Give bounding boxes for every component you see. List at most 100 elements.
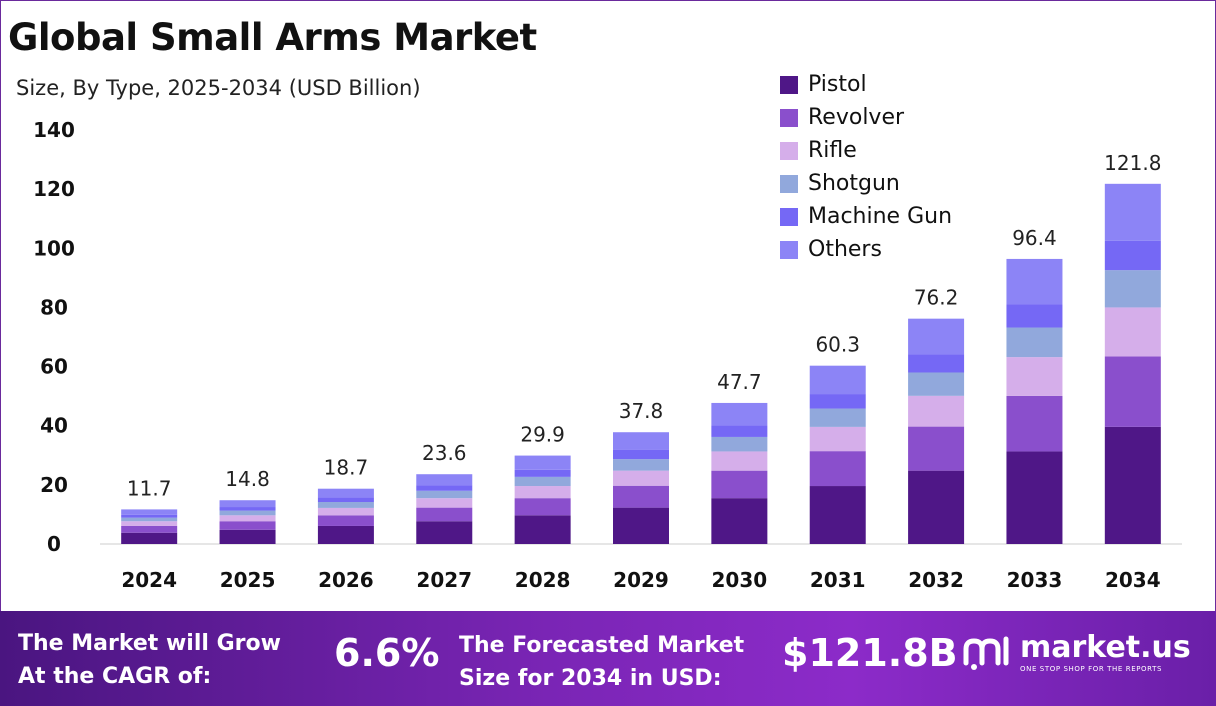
bar-total-label: 37.8 — [619, 399, 664, 423]
bar-segment — [1006, 395, 1063, 452]
bar-segment — [1104, 183, 1161, 241]
y-tick-label: 80 — [40, 295, 68, 319]
legend-item-revolver: Revolver — [780, 101, 952, 134]
bar-segment — [317, 497, 374, 503]
forecast-caption: The Forecasted Market Size for 2034 in U… — [459, 629, 744, 695]
x-tick-label: 2032 — [908, 568, 964, 592]
bar-segment — [613, 459, 669, 471]
legend-label-rifle: Rifle — [808, 138, 857, 163]
legend-swatch-shotgun — [780, 174, 798, 193]
bar-segment — [1104, 307, 1161, 357]
y-tick-label: 100 — [33, 236, 75, 260]
bar-total-label: 96.4 — [1012, 226, 1057, 250]
bar-segment — [1104, 240, 1161, 271]
bar-segment — [416, 521, 473, 544]
bar-segment — [514, 486, 571, 499]
y-tick-label: 20 — [40, 473, 68, 497]
bar-segment — [317, 502, 374, 508]
x-tick-label: 2025 — [220, 568, 276, 592]
bar-segment — [121, 532, 178, 544]
bar-segment — [711, 425, 768, 437]
bar-segment — [514, 515, 571, 544]
bar-segment — [908, 426, 965, 471]
bar-segment — [809, 365, 866, 395]
bar-segment — [711, 470, 768, 499]
legend-label-others: Others — [808, 237, 882, 262]
bar-segment — [1104, 426, 1161, 544]
bar-segment — [317, 515, 374, 526]
brand-logo: market.us ONE STOP SHOP FOR THE REPORTS — [962, 633, 1191, 673]
legend-label-machine-gun: Machine Gun — [808, 204, 953, 229]
x-tick-label: 2028 — [515, 568, 571, 592]
bar-segment — [613, 470, 669, 486]
bar-total-label: 47.7 — [717, 370, 762, 394]
x-tick-label: 2026 — [318, 568, 374, 592]
bar-segment — [514, 469, 571, 477]
legend-item-shotgun: Shotgun — [780, 167, 952, 200]
x-tick-label: 2033 — [1007, 568, 1063, 592]
brand-name: market.us — [1020, 630, 1191, 665]
bar-segment — [613, 507, 669, 544]
y-tick-label: 60 — [40, 355, 68, 379]
bar-segment — [908, 318, 965, 355]
legend-label-shotgun: Shotgun — [808, 171, 900, 196]
bar-segment — [317, 488, 374, 498]
bar-segment — [711, 402, 768, 426]
legend-label-pistol: Pistol — [808, 72, 867, 97]
x-tick-label: 2024 — [121, 568, 177, 592]
bar-segment — [711, 436, 768, 452]
chart-subtitle: Size, By Type, 2025-2034 (USD Billion) — [16, 76, 421, 100]
bar-segment — [711, 498, 768, 544]
x-tick-label: 2030 — [712, 568, 768, 592]
bar-segment — [908, 354, 965, 373]
bar-segment — [121, 521, 178, 526]
bar-segment — [613, 449, 669, 460]
bar-segment — [514, 476, 571, 487]
legend-label-revolver: Revolver — [808, 105, 905, 130]
bar-segment — [219, 507, 276, 511]
bar-segment — [809, 408, 866, 427]
bar-segment — [809, 426, 866, 452]
bar-segment — [1006, 327, 1063, 358]
bar-segment — [121, 517, 178, 522]
legend-swatch-rifle — [780, 141, 798, 160]
y-tick-label: 0 — [47, 532, 61, 556]
bar-total-label: 29.9 — [520, 423, 565, 447]
bar-segment — [809, 486, 866, 544]
cagr-caption: The Market will Grow At the CAGR of: — [18, 627, 281, 693]
stacked-bar-chart: 0 20 40 60 80 100 120 140 11.7 2024 14.8 2025 18.7 20… — [33, 118, 1182, 592]
bar-segment — [416, 474, 473, 486]
bar-segment — [1104, 356, 1161, 427]
bar-segment — [1006, 304, 1063, 328]
x-tick-label: 2029 — [613, 568, 669, 592]
bar-segment — [711, 451, 768, 471]
x-tick-label: 2027 — [416, 568, 472, 592]
legend-swatch-others — [780, 240, 798, 259]
bar-segment — [219, 529, 276, 544]
bar-total-label: 121.8 — [1104, 151, 1161, 175]
y-tick-label: 120 — [33, 177, 75, 201]
legend-item-others: Others — [780, 233, 952, 266]
bar-total-label: 11.7 — [127, 476, 172, 500]
bar-segment — [416, 485, 473, 491]
bar-segment — [809, 451, 866, 487]
bar-total-label: 60.3 — [815, 333, 860, 357]
bar-segment — [416, 498, 473, 508]
bar-total-label: 14.8 — [225, 467, 270, 491]
legend-item-machine-gun: Machine Gun — [780, 200, 952, 233]
bar-segment — [514, 455, 571, 470]
bar-total-label: 18.7 — [324, 456, 369, 480]
legend-item-rifle: Rifle — [780, 134, 952, 167]
bar-segment — [514, 498, 571, 516]
legend-swatch-pistol — [780, 75, 798, 94]
bar-segment — [1006, 357, 1063, 396]
bar-segment — [121, 509, 178, 515]
bar-segment — [317, 507, 374, 516]
bar-total-label: 76.2 — [914, 286, 959, 310]
bar-segment — [219, 521, 276, 530]
brand-tagline: ONE STOP SHOP FOR THE REPORTS — [1020, 665, 1163, 673]
cagr-caption-line1: The Market will Grow — [18, 631, 281, 656]
cagr-caption-line2: At the CAGR of: — [18, 664, 212, 689]
bar-segment — [219, 500, 276, 508]
legend-swatch-machine-gun — [780, 207, 798, 226]
